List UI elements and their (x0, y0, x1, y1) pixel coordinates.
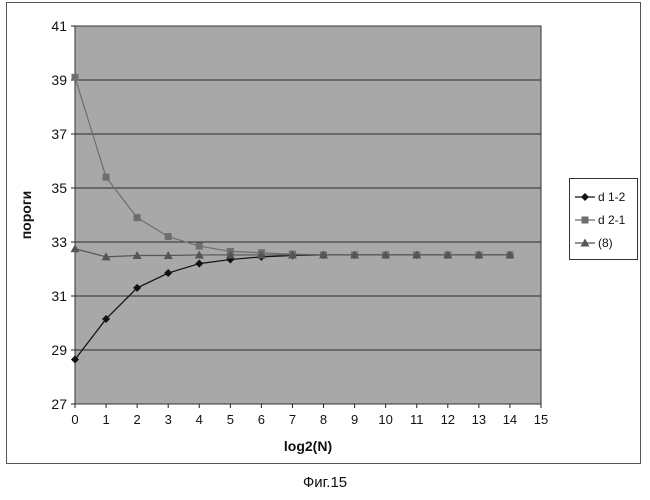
x-tick-label: 3 (165, 412, 172, 427)
legend-label: d 2-1 (598, 212, 625, 228)
data-point (72, 74, 79, 81)
y-tick-label: 37 (51, 126, 67, 142)
x-tick-label: 6 (258, 412, 265, 427)
legend-swatch (574, 235, 596, 251)
x-tick-label: 10 (378, 412, 392, 427)
x-tick-label: 1 (102, 412, 109, 427)
plot-area (75, 26, 541, 404)
x-tick-label: 14 (503, 412, 517, 427)
x-tick-label: 2 (134, 412, 141, 427)
legend-marker (581, 193, 589, 201)
y-tick-label: 33 (51, 234, 67, 250)
legend-label: d 1-2 (598, 189, 625, 205)
data-point (165, 233, 172, 240)
data-point (196, 243, 203, 250)
x-tick-label: 15 (534, 412, 548, 427)
chart-frame: 27293133353739410123456789101112131415lo… (6, 2, 641, 464)
y-tick-label: 39 (51, 72, 67, 88)
y-tick-label: 29 (51, 342, 67, 358)
data-point (134, 214, 141, 221)
legend-item: d 1-2 (574, 189, 636, 205)
x-tick-label: 5 (227, 412, 234, 427)
x-tick-label: 0 (71, 412, 78, 427)
y-tick-label: 35 (51, 180, 67, 196)
x-tick-label: 12 (441, 412, 455, 427)
legend-item: (8) (574, 235, 636, 251)
legend-label: (8) (598, 235, 613, 251)
y-tick-label: 41 (51, 18, 67, 34)
legend-marker (582, 217, 589, 224)
x-tick-label: 13 (472, 412, 486, 427)
y-tick-label: 27 (51, 396, 67, 412)
line-chart: 27293133353739410123456789101112131415lo… (7, 3, 642, 465)
x-tick-label: 11 (410, 412, 424, 427)
data-point (103, 174, 110, 181)
x-tick-label: 8 (320, 412, 327, 427)
legend-swatch (574, 212, 596, 228)
y-axis-title: пороги (18, 191, 34, 240)
x-axis-title: log2(N) (284, 438, 332, 454)
x-tick-label: 4 (196, 412, 203, 427)
x-tick-label: 7 (289, 412, 296, 427)
y-tick-label: 31 (51, 288, 67, 304)
legend-item: d 2-1 (574, 212, 636, 228)
legend-swatch (574, 189, 596, 205)
legend: d 1-2 d 2-1 (8) (569, 178, 638, 260)
x-tick-label: 9 (351, 412, 358, 427)
figure-caption: Фиг.15 (0, 474, 650, 491)
